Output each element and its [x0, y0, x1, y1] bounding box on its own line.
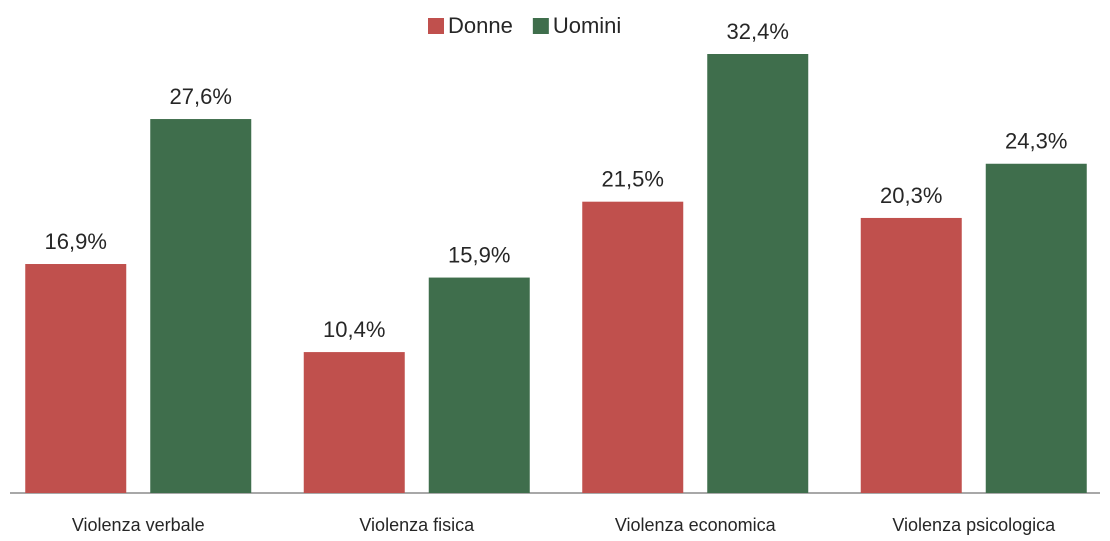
bar: [860, 217, 962, 494]
x-tick-label: Violenza psicologica: [892, 515, 1056, 535]
bar: [25, 264, 127, 493]
x-tick-label: Violenza economica: [615, 515, 777, 535]
data-label: 10,4%: [323, 317, 385, 342]
legend-label: Uomini: [553, 13, 621, 38]
bar: [985, 163, 1087, 493]
data-label: 24,3%: [1005, 129, 1067, 154]
bar: [150, 119, 252, 493]
legend-swatch: [428, 18, 444, 34]
data-label: 20,3%: [880, 183, 942, 208]
bar: [303, 352, 405, 493]
data-label: 16,9%: [45, 229, 107, 254]
x-tick-label: Violenza fisica: [359, 515, 475, 535]
bar: [582, 201, 684, 493]
data-label: 27,6%: [170, 84, 232, 109]
legend-swatch: [532, 18, 549, 34]
bar: [428, 277, 530, 493]
data-label: 21,5%: [602, 167, 664, 192]
data-label: 32,4%: [727, 19, 789, 44]
legend-label: Donne: [448, 13, 513, 38]
bar: [707, 54, 809, 493]
x-tick-label: Violenza verbale: [72, 515, 205, 535]
data-label: 15,9%: [448, 242, 510, 267]
